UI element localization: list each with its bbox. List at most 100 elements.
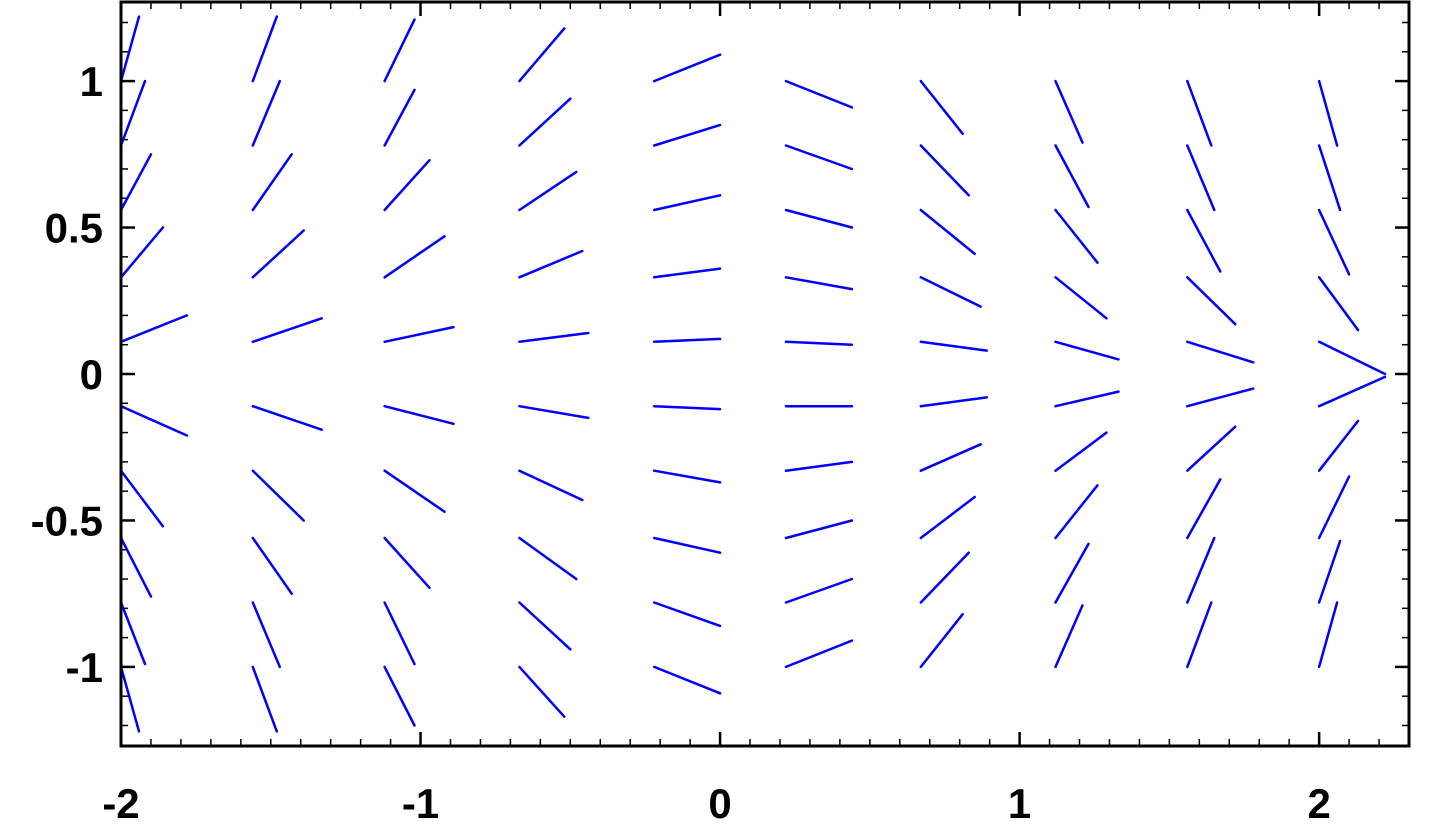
field-segment (1317, 539, 1342, 604)
plot-frame (119, 0, 1411, 748)
field-segment (1317, 375, 1387, 408)
field-segment (383, 404, 455, 426)
field-segment (1054, 276, 1108, 320)
field-segment (652, 123, 722, 147)
field-segment (784, 639, 854, 669)
field-segment (518, 97, 572, 147)
x-axis-ticks: -2 -1 0 1 2 (102, 2, 1331, 827)
field-segment (518, 170, 578, 212)
field-segment (919, 551, 970, 604)
y-tick-label: -0.5 (31, 497, 103, 544)
field-segment (518, 249, 584, 279)
field-segment (119, 79, 147, 147)
field-segment (784, 340, 854, 346)
field-segment (919, 495, 976, 540)
field-segment (1186, 601, 1213, 669)
field-segment (1186, 536, 1216, 604)
field-segment (518, 404, 590, 420)
field-segment (251, 536, 293, 595)
field-segment (1054, 484, 1099, 540)
field-segments (119, 15, 1387, 733)
field-segment (251, 229, 305, 279)
field-segment (652, 53, 722, 83)
field-segment (251, 153, 293, 212)
field-segment (1054, 604, 1084, 669)
field-segment (251, 469, 305, 522)
field-segment (119, 404, 189, 437)
field-segment (1186, 425, 1237, 472)
field-segment (1186, 387, 1255, 408)
field-segment (1317, 340, 1387, 376)
field-segment (1054, 340, 1120, 361)
field-segment (1317, 79, 1339, 147)
field-segment (119, 536, 153, 598)
field-segment (251, 79, 282, 147)
field-segment (251, 601, 282, 669)
field-segment (518, 27, 566, 83)
field-segment (652, 601, 722, 628)
field-segment (919, 340, 988, 352)
field-segment (119, 226, 165, 279)
field-segment (119, 153, 153, 212)
field-segment (1317, 276, 1360, 332)
field-segment (652, 469, 722, 484)
y-tick-label: 0.5 (45, 205, 103, 252)
field-segment (652, 194, 722, 212)
field-segment (251, 404, 323, 431)
field-segment (652, 337, 722, 344)
x-tick-label: -1 (402, 780, 439, 827)
field-segment (1054, 390, 1120, 408)
field-segment (784, 144, 854, 171)
field-segment (518, 665, 566, 718)
field-segment (1054, 208, 1099, 264)
field-segment (919, 208, 976, 256)
field-segment (1186, 276, 1237, 326)
y-tick-label: 1 (80, 58, 103, 105)
field-segment (1317, 475, 1351, 540)
field-segment (1317, 601, 1339, 669)
field-segment (383, 536, 431, 590)
field-segment (119, 601, 147, 666)
y-axis-ticks: -1 -0.5 0 0.5 1 (31, 58, 1409, 691)
field-segment (784, 460, 854, 472)
field-segment (1186, 208, 1222, 273)
x-tick-label: 1 (1008, 780, 1031, 827)
field-segment (1186, 144, 1216, 212)
x-tick-label: 0 (708, 780, 731, 827)
field-segment (1186, 478, 1222, 540)
field-segment (919, 79, 964, 136)
x-tick-label: -2 (102, 780, 139, 827)
field-segment (251, 665, 279, 733)
field-segment (119, 469, 165, 528)
field-segment (383, 88, 416, 147)
field-segment (919, 443, 982, 472)
field-segment (518, 331, 590, 344)
field-segment (383, 18, 416, 83)
field-segment (1317, 419, 1360, 472)
field-segment (119, 665, 141, 733)
field-segment (251, 317, 323, 344)
field-segment (652, 404, 722, 411)
field-segment (652, 267, 722, 279)
field-segment (251, 15, 279, 83)
field-segment (119, 314, 189, 344)
field-segment (119, 15, 141, 83)
field-segment (1317, 208, 1351, 276)
field-segment (1054, 542, 1090, 604)
field-segment (383, 235, 446, 279)
field-segment (784, 276, 854, 291)
field-segment (652, 665, 722, 695)
field-segment (383, 325, 455, 344)
field-segment (919, 396, 988, 408)
field-segment (784, 79, 854, 109)
field-segment (784, 519, 854, 540)
field-segment (1054, 79, 1084, 144)
field-segment (383, 601, 416, 666)
field-segment (919, 612, 964, 669)
field-segment (919, 144, 970, 197)
field-segment (1186, 79, 1213, 147)
field-segment (1186, 340, 1255, 364)
minor-ticks (121, 2, 1410, 746)
x-tick-label: 2 (1307, 780, 1330, 827)
